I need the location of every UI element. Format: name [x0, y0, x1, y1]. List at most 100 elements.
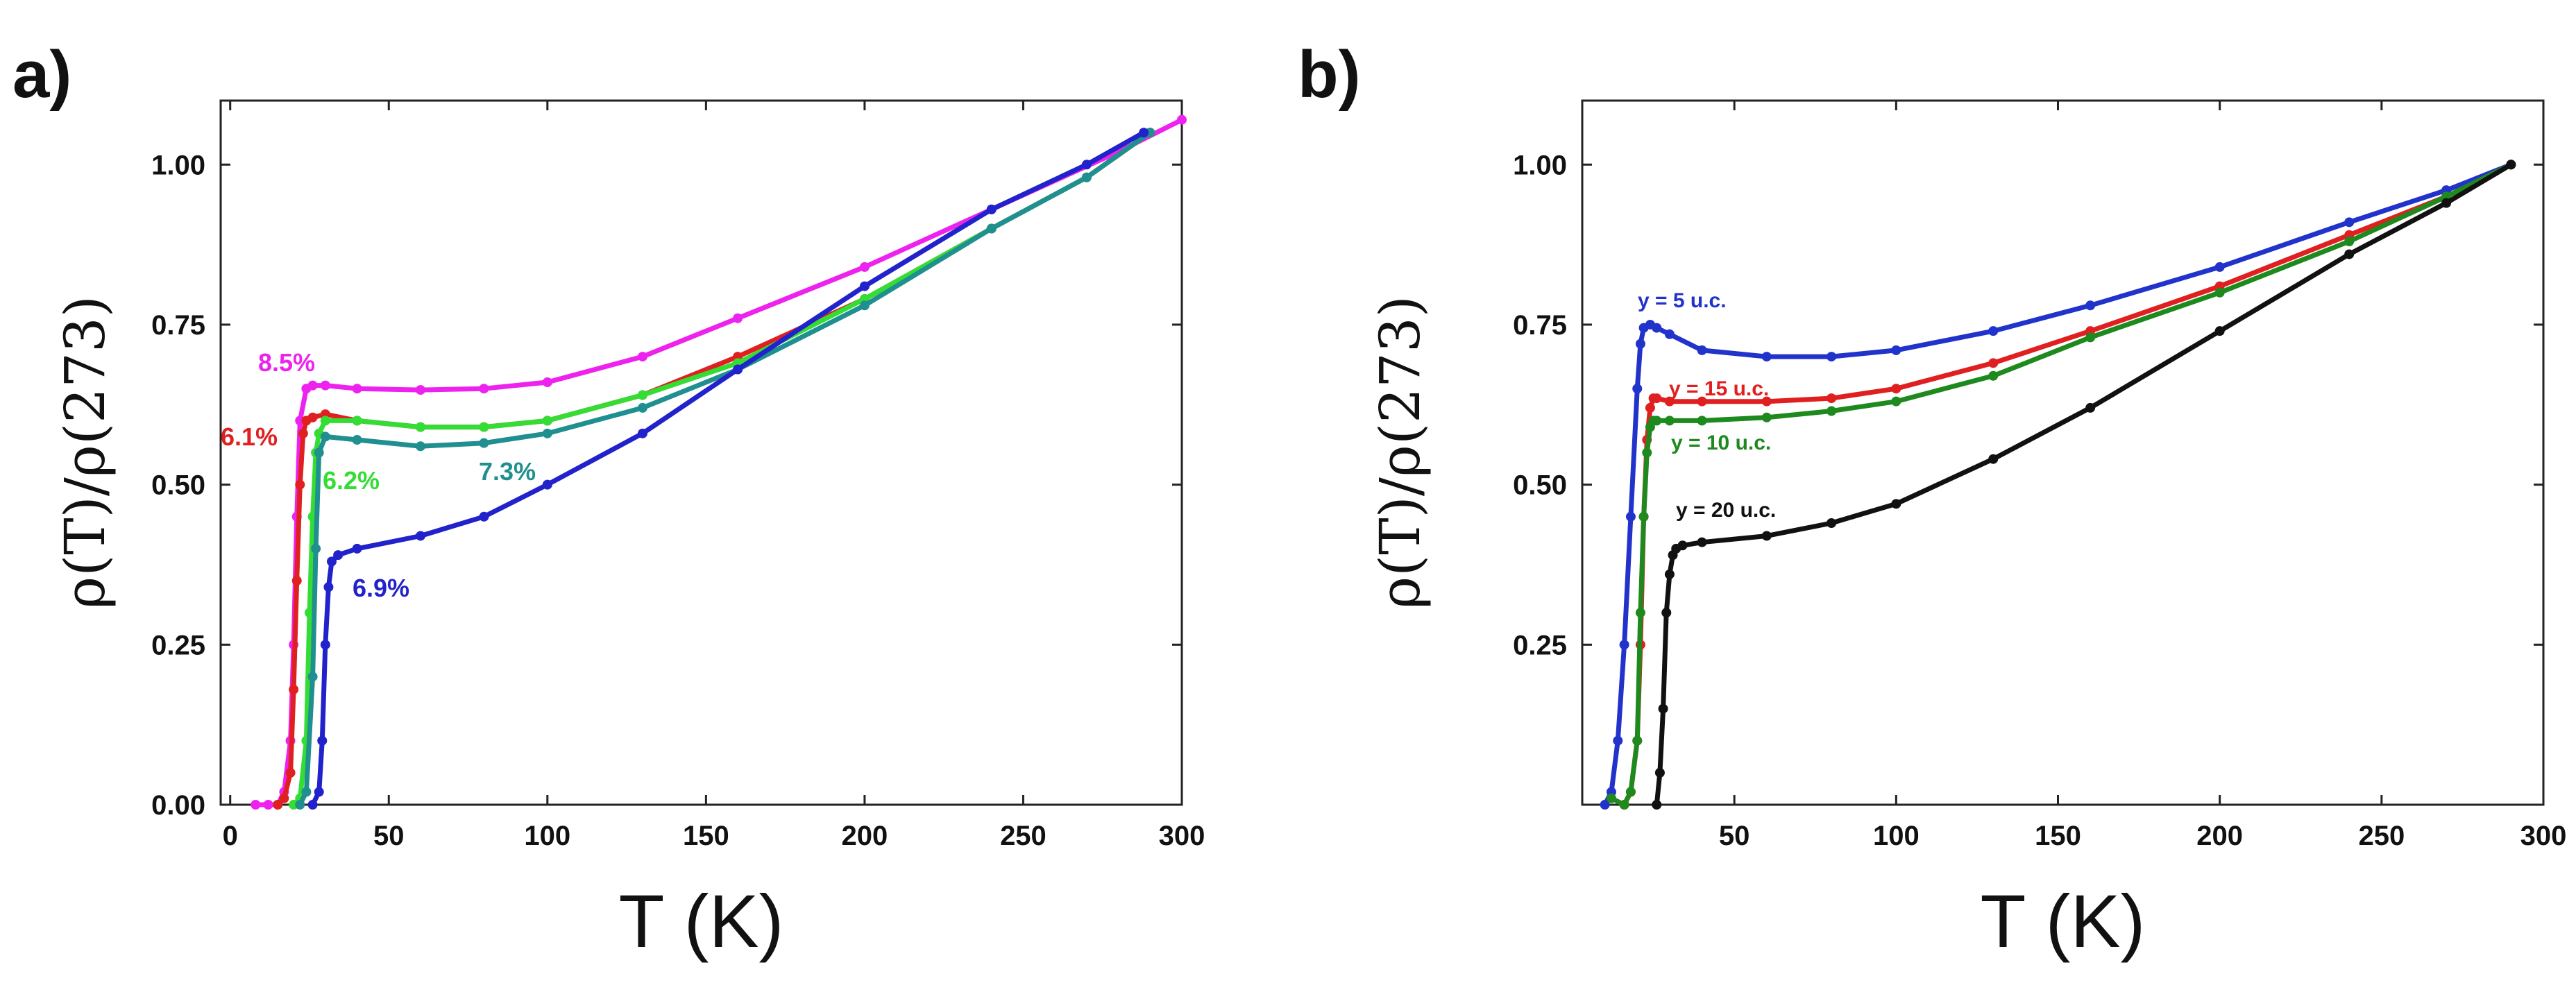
chart-panel-a: a) 0 50 100 150 200 250 300 0.00 0.25 0.50 0.75 1.00…: [12, 37, 1205, 963]
data-point: [1664, 569, 1675, 579]
series-y-10-u-c-: [1606, 160, 2516, 810]
data-point: [542, 479, 552, 490]
data-point: [285, 767, 296, 778]
data-point: [542, 416, 552, 426]
series-line: [1654, 162, 2514, 807]
series-y-15-u-c-: [1619, 160, 2516, 810]
data-point: [2085, 300, 2096, 311]
x-tick-label: 100: [1873, 821, 1920, 851]
data-point: [1625, 511, 1636, 522]
series-annotation: y = 15 u.c.: [1669, 377, 1769, 400]
data-point: [1625, 787, 1636, 797]
data-point: [1664, 416, 1675, 426]
y-tick-label: 1.00: [151, 150, 205, 180]
data-point: [1600, 800, 1610, 810]
data-point: [1988, 370, 1999, 381]
y-axis-title: ρ(T)/ρ(273): [1368, 296, 1432, 609]
x-tick-label: 250: [1000, 821, 1046, 851]
plot-frame: [1581, 99, 2545, 806]
data-point: [1613, 735, 1623, 746]
data-point: [859, 281, 870, 291]
data-point: [1635, 608, 1645, 618]
data-point: [1654, 767, 1665, 778]
y-tick-label: 0.25: [1513, 630, 1567, 660]
x-tick-label: 50: [1719, 821, 1750, 851]
data-point: [1652, 416, 1662, 426]
series-line: [275, 130, 1153, 807]
series-annotation: y = 10 u.c.: [1671, 431, 1771, 454]
series-line: [1622, 162, 2514, 807]
data-point: [859, 262, 870, 272]
data-point: [2214, 262, 2225, 272]
x-tick-label: 150: [683, 821, 729, 851]
data-point: [637, 428, 647, 438]
data-point: [1761, 396, 1772, 407]
data-point: [415, 422, 425, 432]
data-point: [2085, 332, 2096, 343]
data-point: [1619, 800, 1629, 810]
series-annotation: 6.1%: [221, 422, 278, 451]
data-point: [733, 313, 743, 323]
data-point: [859, 300, 870, 311]
data-point: [2344, 249, 2355, 259]
data-point: [542, 428, 552, 438]
data-point: [1697, 537, 1707, 547]
data-point: [1697, 345, 1707, 355]
data-point: [1988, 326, 1999, 336]
data-point: [2344, 217, 2355, 228]
data-point: [295, 800, 305, 810]
data-point: [542, 377, 552, 387]
panel-label: b): [1298, 37, 1361, 112]
series-6-9-: [307, 128, 1149, 810]
data-point: [1827, 352, 1837, 362]
series-annotation: y = 20 u.c.: [1676, 499, 1776, 522]
data-point: [1697, 416, 1707, 426]
data-point: [311, 543, 321, 554]
data-point: [1177, 114, 1187, 125]
data-point: [352, 416, 362, 426]
x-tick-label: 50: [373, 821, 405, 851]
series-annotation: y = 5 u.c.: [1638, 289, 1727, 312]
data-point: [1632, 384, 1643, 394]
data-point: [251, 800, 261, 810]
data-point: [479, 511, 489, 522]
x-tick-label: 300: [1159, 821, 1205, 851]
x-tick-label: 200: [842, 821, 888, 851]
data-point: [415, 531, 425, 541]
y-tick-label: 0.50: [1513, 470, 1567, 501]
data-point: [479, 438, 489, 448]
x-tick-label: 200: [2196, 821, 2243, 851]
data-point: [317, 735, 328, 746]
data-point: [637, 390, 647, 400]
data-point: [1661, 608, 1672, 618]
data-point: [1081, 160, 1092, 170]
data-point: [291, 576, 302, 586]
data-point: [1891, 396, 1901, 407]
data-point: [1677, 540, 1688, 551]
data-point: [320, 431, 330, 442]
data-point: [352, 384, 362, 394]
data-point: [314, 447, 324, 458]
data-point: [1645, 402, 1655, 413]
x-tick-label: 150: [2035, 821, 2081, 851]
data-point: [1761, 412, 1772, 422]
data-point: [1638, 511, 1649, 522]
data-point: [2344, 237, 2355, 246]
x-axis-title: T (K): [619, 879, 784, 963]
y-tick-label: 0.50: [151, 470, 205, 501]
series-line: [310, 130, 1146, 807]
data-point: [326, 556, 337, 567]
data-point: [1891, 384, 1901, 394]
data-point: [479, 422, 489, 432]
x-axis-title: T (K): [1981, 879, 2146, 963]
data-point: [320, 380, 330, 391]
series-y-5-u-c-: [1600, 160, 2516, 810]
series-y-20-u-c-: [1652, 160, 2516, 810]
data-point: [1658, 703, 1668, 714]
data-point: [1988, 454, 1999, 464]
data-point: [307, 800, 318, 810]
data-point: [298, 428, 308, 438]
data-point: [307, 380, 318, 391]
data-point: [273, 800, 283, 810]
